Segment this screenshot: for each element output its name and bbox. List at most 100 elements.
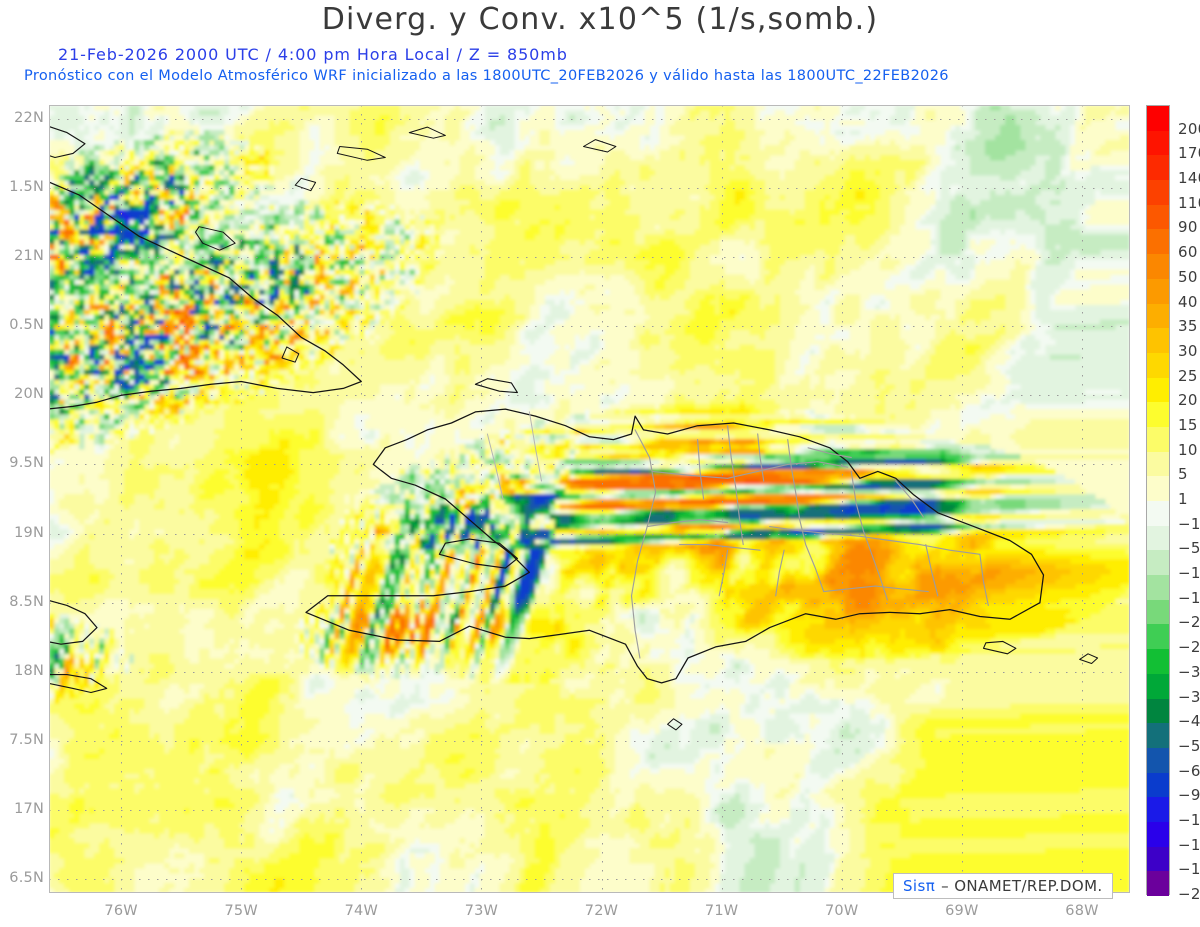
colorbar-tick-16: −1 <box>1178 514 1200 533</box>
gridline-lon-5 <box>721 105 723 893</box>
colorbar-tick-2: 140 <box>1178 169 1200 188</box>
colorbar-tick-23: −35 <box>1178 687 1200 706</box>
gridline-lat-2 <box>49 257 1130 259</box>
map-plot-area[interactable] <box>49 105 1130 893</box>
colorbar-band-13 <box>1147 426 1169 453</box>
colorbar-band-16 <box>1147 501 1169 527</box>
colorbar-tick-7: 40 <box>1178 292 1198 311</box>
lon-tick-label-2: 74W <box>344 903 378 919</box>
colorbar-band-14 <box>1147 451 1169 477</box>
lat-tick-label-3: 0.5N <box>9 317 44 334</box>
colorbar-tick-8: 35 <box>1178 317 1198 336</box>
colorbar-tick-14: 5 <box>1178 465 1188 484</box>
chart-header: Diverg. y Conv. x10^5 (1/s,somb.) 21-Feb… <box>0 0 1200 98</box>
colorbar-tick-24: −40 <box>1178 712 1200 731</box>
colorbar-tick-22: −30 <box>1178 662 1200 681</box>
colorbar-tick-28: −110 <box>1178 810 1200 829</box>
gridline-lat-6 <box>49 533 1130 535</box>
colorbar-band-17 <box>1147 525 1169 551</box>
forecast-time-subtitle: 21-Feb-2026 2000 UTC / 4:00 pm Hora Loca… <box>58 45 568 64</box>
lat-tick-label-1: 1.5N <box>9 178 44 195</box>
colorbar-band-26 <box>1147 747 1169 774</box>
colorbar-tick-13: 10 <box>1178 440 1198 459</box>
lon-tick-label-7: 69W <box>945 903 979 919</box>
gridline-lat-5 <box>49 464 1130 466</box>
lon-tick-label-3: 73W <box>464 903 499 919</box>
gridline-lat-11 <box>49 879 1130 881</box>
colorbar-band-31 <box>1147 871 1169 897</box>
colorbar-band-25 <box>1147 723 1169 749</box>
colorbar-tick-3: 110 <box>1178 193 1200 212</box>
colorbar-tick-19: −15 <box>1178 588 1200 607</box>
colorbar-band-1 <box>1147 130 1169 156</box>
colorbar-band-11 <box>1147 377 1169 403</box>
divergence-convergence-field <box>49 105 1130 893</box>
gridline-lat-9 <box>49 740 1130 742</box>
colorbar-tick-15: 1 <box>1178 490 1188 508</box>
lon-tick-label-4: 72W <box>584 903 619 919</box>
colorbar-band-10 <box>1147 352 1169 379</box>
gridline-lat-8 <box>49 671 1130 673</box>
colorbar-band-4 <box>1147 204 1169 230</box>
colorbar-band-18 <box>1147 550 1169 576</box>
colorbar-band-2 <box>1147 155 1169 181</box>
gridline-lat-3 <box>49 326 1130 328</box>
colorbar-band-22 <box>1147 649 1169 675</box>
colorbar-band-29 <box>1147 821 1169 848</box>
gridline-lon-6 <box>841 105 843 893</box>
gridline-lon-1 <box>241 105 243 893</box>
gridline-lon-3 <box>481 105 483 893</box>
colorbar-band-21 <box>1147 624 1169 650</box>
lon-tick-label-1: 75W <box>224 903 258 919</box>
colorbar-band-9 <box>1147 328 1169 354</box>
gridline-lat-7 <box>49 602 1130 604</box>
lat-tick-label-4: 20N <box>14 386 44 403</box>
colorbar-band-30 <box>1147 846 1169 872</box>
colorbar-tick-17: −5 <box>1178 539 1200 558</box>
page-title: Diverg. y Conv. x10^5 (1/s,somb.) <box>321 2 879 37</box>
attribution-text: – ONAMET/REP.DOM. <box>941 877 1103 895</box>
colorbar-tick-5: 60 <box>1178 243 1198 262</box>
lon-tick-label-5: 71W <box>704 903 739 919</box>
colorbar-tick-0: 200 <box>1178 119 1200 138</box>
colorbar-tick-9: 30 <box>1178 341 1198 360</box>
colorbar-tick-6: 50 <box>1178 267 1198 286</box>
colorbar-tick-25: −50 <box>1178 736 1200 755</box>
colorbar-tick-21: −25 <box>1178 638 1200 657</box>
lon-tick-label-6: 70W <box>824 903 859 919</box>
colorbar-tick-20: −20 <box>1178 613 1200 632</box>
colorbar[interactable] <box>1146 105 1170 897</box>
colorbar-band-6 <box>1147 254 1169 280</box>
colorbar-band-19 <box>1147 575 1169 601</box>
attribution-badge: Sisπ – ONAMET/REP.DOM. <box>893 873 1113 899</box>
gridline-lat-1 <box>49 187 1130 189</box>
colorbar-band-8 <box>1147 303 1169 329</box>
lat-tick-label-5: 9.5N <box>9 455 44 472</box>
lon-tick-label-8: 68W <box>1065 903 1099 919</box>
gridline-lon-7 <box>961 105 963 893</box>
lat-tick-label-10: 17N <box>14 801 44 818</box>
colorbar-tick-30: −170 <box>1178 860 1200 879</box>
colorbar-band-15 <box>1147 476 1169 502</box>
colorbar-tick-29: −140 <box>1178 835 1200 854</box>
gridline-lat-0 <box>49 118 1130 120</box>
model-description-subtitle: Pronóstico con el Modelo Atmosférico WRF… <box>24 68 949 84</box>
colorbar-tick-31: −200 <box>1178 885 1200 903</box>
colorbar-band-7 <box>1147 278 1169 304</box>
colorbar-band-5 <box>1147 229 1169 255</box>
lat-tick-label-8: 18N <box>14 662 44 679</box>
lat-tick-label-11: 6.5N <box>9 870 44 887</box>
lat-tick-label-0: 22N <box>14 109 44 126</box>
lat-tick-label-9: 7.5N <box>9 731 44 748</box>
colorbar-tick-27: −90 <box>1178 786 1200 805</box>
lon-tick-label-0: 76W <box>104 903 138 919</box>
gridline-lon-4 <box>601 105 603 893</box>
colorbar-tick-18: −10 <box>1178 564 1200 583</box>
gridline-lon-2 <box>361 105 363 893</box>
gridline-lon-0 <box>121 105 123 893</box>
colorbar-tick-10: 25 <box>1178 366 1198 385</box>
lat-tick-label-6: 19N <box>14 524 44 541</box>
colorbar-tick-1: 170 <box>1178 144 1200 163</box>
colorbar-tick-11: 20 <box>1178 391 1198 410</box>
colorbar-tick-26: −60 <box>1178 761 1200 780</box>
